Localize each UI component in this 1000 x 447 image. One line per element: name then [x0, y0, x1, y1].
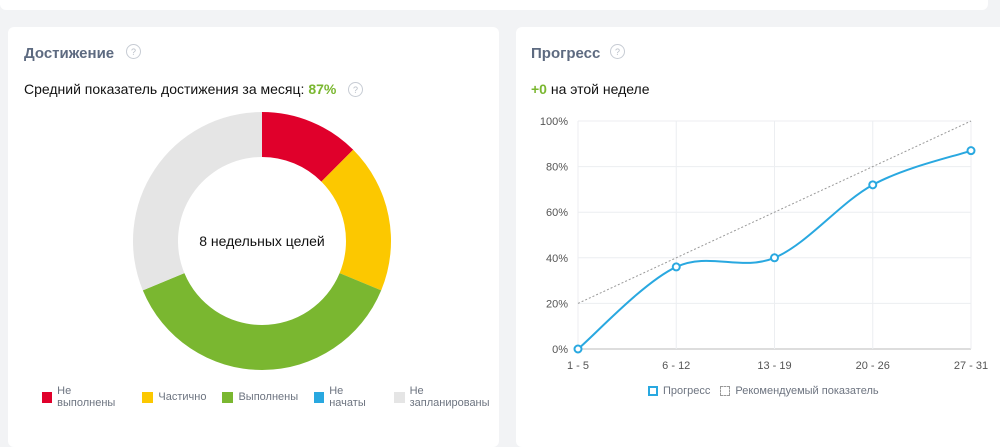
x-tick-label: 20 - 26	[856, 360, 890, 372]
legend-item-4[interactable]: Не начаты	[314, 385, 378, 409]
legend-item-1[interactable]: Прогресс	[648, 385, 710, 397]
y-tick-label: 40%	[546, 253, 568, 265]
achievement-title: Достижение	[24, 45, 115, 62]
y-tick-label: 20%	[546, 298, 568, 310]
legend-label: Прогресс	[663, 385, 711, 397]
legend-label: Не начаты	[329, 385, 366, 409]
x-tick-label: 13 - 19	[757, 360, 791, 372]
progress-subtitle: +0 на этой неделе	[531, 81, 650, 97]
x-tick-label: 1 - 5	[567, 360, 589, 372]
achievement-subtitle: Средний показатель достижения за месяц: …	[24, 81, 336, 97]
legend-swatch	[314, 391, 325, 403]
donut-chart: 8 недельных целей	[132, 112, 391, 370]
legend-item-3[interactable]: Выполнены	[222, 385, 298, 409]
legend-item-5[interactable]: Не запланированы	[394, 385, 499, 409]
series-line-recommended	[577, 120, 972, 304]
legend-swatch	[394, 391, 405, 403]
y-tick-label: 80%	[546, 162, 568, 174]
legend-label: Не запланированы	[409, 385, 490, 409]
progress-point-5[interactable]	[966, 146, 976, 156]
progress-point-1[interactable]	[573, 344, 583, 354]
top-panel-edge	[0, 0, 988, 10]
help-icon[interactable]: ?	[610, 44, 625, 59]
y-tick-label: 0%	[552, 344, 568, 356]
legend-item-1[interactable]: Не выполнены	[42, 385, 126, 409]
donut-slice-1[interactable]	[262, 112, 354, 182]
x-tick-label: 27 - 31	[954, 360, 988, 372]
legend-swatch	[142, 391, 154, 403]
legend-label: Рекомендуемый показатель	[735, 385, 879, 397]
x-tick-label: 6 - 12	[662, 360, 690, 372]
progress-card: Прогресс ? +0 на этой неделе 0% 20% 40% 60%…	[516, 27, 1000, 447]
donut-slice-3[interactable]	[142, 273, 382, 370]
legend-swatch	[222, 391, 234, 403]
subtitle-prefix: Средний показатель достижения за месяц:	[24, 81, 305, 97]
legend-item-2[interactable]: Рекомендуемый показатель	[720, 385, 879, 397]
legend-label: Выполнены	[238, 391, 299, 403]
legend-swatch	[648, 386, 658, 396]
legend-swatch	[720, 386, 731, 396]
subtitle-value: 87%	[308, 81, 337, 97]
donut-legend: Не выполнены Частично Выполнены Не начаты Не…	[42, 385, 499, 409]
progress-delta: +0	[531, 81, 547, 97]
progress-delta-suffix: на этой неделе	[550, 81, 650, 97]
y-tick-label: 100%	[540, 116, 568, 128]
legend-swatch	[42, 391, 53, 403]
donut-slice-2[interactable]	[321, 149, 391, 291]
progress-point-2[interactable]	[671, 262, 681, 272]
help-icon[interactable]: ?	[126, 44, 141, 59]
y-tick-label: 60%	[546, 207, 568, 219]
donut-slice-5[interactable]	[132, 112, 262, 291]
help-icon[interactable]: ?	[348, 82, 363, 97]
achievement-card: Достижение ? Средний показатель достижен…	[8, 27, 499, 447]
progress-point-3[interactable]	[770, 253, 779, 263]
donut-center-label: 8 недельных целей	[199, 233, 324, 249]
progress-title: Прогресс	[531, 45, 601, 62]
legend-label: Не выполнены	[57, 385, 116, 409]
line-legend: Прогресс Рекомендуемый показатель	[648, 385, 879, 397]
line-chart: 0% 20% 40% 60% 80% 100% 1 - 5 6 - 12 13 - 19 20 -…	[540, 116, 988, 372]
legend-label: Частично	[158, 391, 207, 403]
legend-item-2[interactable]: Частично	[142, 385, 206, 409]
progress-point-4[interactable]	[868, 180, 878, 190]
